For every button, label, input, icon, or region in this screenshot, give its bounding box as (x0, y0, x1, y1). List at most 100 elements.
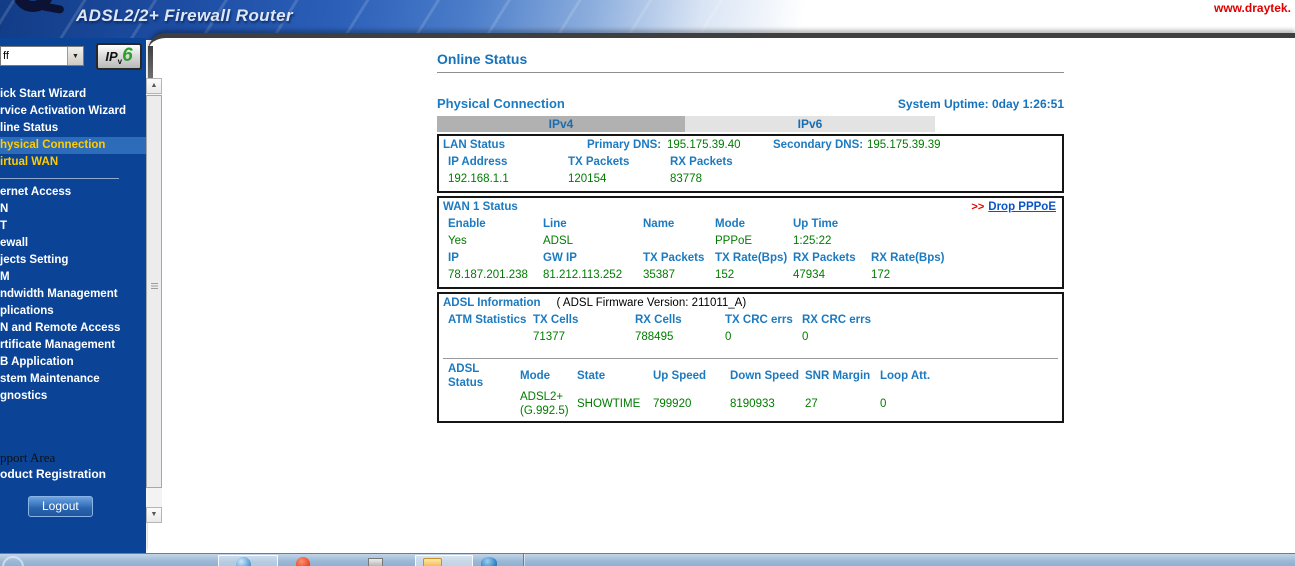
adsl-status-header: Loop Att. (880, 369, 931, 382)
wan-header: TX Packets (643, 252, 705, 264)
lan-header: TX Packets (568, 156, 630, 168)
scroll-down-icon[interactable]: ▼ (146, 507, 162, 523)
folder-icon[interactable] (423, 558, 442, 566)
adsl-status-label: ADSL Status (448, 362, 520, 390)
lan-header: IP Address (448, 156, 508, 168)
ipv6-button-label: v (117, 57, 123, 66)
taskbar-button[interactable] (415, 555, 473, 566)
sidebar-item-applications[interactable]: plications (0, 305, 54, 317)
lan-value: 120154 (568, 173, 607, 185)
sidebar-item-system-maintenance[interactable]: stem Maintenance (0, 373, 100, 385)
wan-value: 78.187.201.238 (448, 269, 528, 281)
wan-value: 35387 (643, 269, 675, 281)
atm-value: 0 (725, 331, 732, 343)
dropdown-arrow-icon[interactable]: ▼ (67, 47, 83, 65)
lan-status-box: LAN Status Primary DNS: 195.175.39.40 Se… (437, 134, 1064, 193)
atm-header: TX CRC errs (725, 314, 793, 326)
logout-button[interactable]: Logout (28, 496, 93, 517)
sidebar-item-virtual-wan[interactable]: irtual WAN (0, 156, 59, 168)
atm-header: RX CRC errs (802, 314, 872, 326)
atm-value: 0 (802, 331, 809, 343)
system-uptime: System Uptime: 0day 1:26:51 (897, 97, 1064, 111)
wan-header: Line (543, 218, 567, 230)
sidebar-item-internet-access[interactable]: ernet Access (0, 186, 72, 198)
page-title: Online Status (437, 51, 528, 67)
sidebar-item-firewall[interactable]: ewall (0, 237, 29, 249)
adsl-status-header: Up Speed (653, 369, 707, 382)
sidebar-item-vpn-remote-access[interactable]: N and Remote Access (0, 322, 121, 334)
ip-version-tabs: IPv4 IPv6 (437, 116, 1064, 132)
ipv6-button[interactable]: IPv6 (96, 43, 142, 70)
primary-dns-value: 195.175.39.40 (667, 139, 741, 151)
wan1-status-box: WAN 1 Status >> Drop PPPoE Enable Line Na… (437, 196, 1064, 289)
atm-value (448, 329, 533, 346)
wan-header: Name (643, 218, 675, 230)
blue-app-icon[interactable] (481, 557, 497, 566)
primary-dns-label: Primary DNS: (587, 139, 662, 151)
adsl-mode-line: (G.992.5) (520, 405, 569, 417)
adsl-status-header: State (577, 369, 606, 382)
menu-divider (0, 178, 119, 179)
wan-value: ADSL (543, 235, 574, 247)
wan-header: GW IP (543, 252, 577, 264)
wan-header: RX Packets (793, 252, 856, 264)
adsl-firmware-version: ( ADSL Firmware Version: 211011_A) (556, 297, 747, 309)
adsl-status-value: 8190933 (730, 397, 775, 410)
wan-value: 152 (715, 269, 735, 281)
adsl-status-header: Down Speed (730, 369, 800, 382)
wan-header: Enable (448, 218, 486, 230)
product-registration-link[interactable]: oduct Registration (0, 467, 107, 481)
draytek-website-link[interactable]: www.draytek. (1214, 1, 1291, 15)
sidebar-item-physical-connection[interactable]: hysical Connection (0, 137, 146, 154)
adsl-section-divider (443, 358, 1058, 359)
sidebar-item-diagnostics[interactable]: gnostics (0, 390, 48, 402)
lan-value: 192.168.1.1 (448, 173, 509, 185)
wan-header: TX Rate(Bps) (715, 252, 788, 264)
adsl-status-value: 27 (805, 397, 818, 410)
sidebar-item-lan[interactable]: N (0, 203, 9, 215)
support-area-label[interactable]: pport Area (0, 450, 56, 465)
tab-ipv4[interactable]: IPv4 (437, 116, 685, 132)
vigor-logo-fragment-icon (39, 1, 65, 15)
wan-value: 47934 (793, 269, 825, 281)
drop-pppoe-arrows: >> (971, 201, 985, 213)
gray-app-icon[interactable] (368, 558, 383, 566)
adsl-status-label-line: ADSL (448, 363, 480, 375)
sidebar-menu: ick Start Wizard rvice Activation Wizard… (0, 86, 146, 405)
sidebar-item-certificate-management[interactable]: rtificate Management (0, 339, 116, 351)
wan-header: IP (448, 252, 459, 264)
ipv6-button-label: IP (105, 49, 118, 64)
sidebar-item-csm[interactable]: M (0, 271, 10, 283)
wan-value: 81.212.113.252 (543, 269, 623, 281)
vigor-logo-fragment-icon (12, 0, 54, 12)
atm-header: ATM Statistics (448, 314, 527, 326)
sidebar-item-service-activation-wizard[interactable]: rvice Activation Wizard (0, 105, 127, 117)
online-status-content: Online Status Physical Connection System… (437, 51, 1064, 423)
tab-ipv6[interactable]: IPv6 (685, 116, 935, 132)
sidebar-item-bandwidth-management[interactable]: ndwidth Management (0, 288, 118, 300)
ipv6-button-label: 6 (122, 45, 133, 66)
adsl-information-box: ADSL Information ( ADSL Firmware Version… (437, 292, 1064, 423)
sidebar-item-usb-application[interactable]: B Application (0, 356, 74, 368)
content-panel: Online Status Physical Connection System… (148, 33, 1295, 553)
section-title: Physical Connection (437, 96, 565, 111)
scrollbar-thumb[interactable] (146, 95, 162, 488)
start-orb-icon[interactable] (2, 556, 24, 566)
drop-pppoe-link[interactable]: Drop PPPoE (988, 201, 1056, 213)
adsl-status-value: 799920 (653, 397, 692, 410)
browser-globe-icon[interactable] (236, 557, 251, 566)
auto-logout-dropdown-value[interactable]: ff (3, 50, 9, 62)
atm-value: 788495 (635, 331, 674, 343)
atm-value: 71377 (533, 331, 565, 343)
adsl-status-label-line: Status (448, 377, 484, 389)
adsl-status-value: 0 (880, 397, 887, 410)
sidebar-item-online-status[interactable]: line Status (0, 122, 59, 134)
atm-header: TX Cells (533, 314, 579, 326)
sidebar-item-objects-setting[interactable]: jects Setting (0, 254, 69, 266)
sidebar-item-nat[interactable]: T (0, 220, 8, 232)
auto-logout-dropdown[interactable]: ff ▼ (0, 46, 84, 66)
sidebar-item-quick-start-wizard[interactable]: ick Start Wizard (0, 88, 87, 100)
red-app-icon[interactable] (296, 557, 310, 566)
adsl-information-title: ADSL Information (443, 297, 541, 309)
scroll-up-icon[interactable]: ▲ (146, 78, 162, 94)
